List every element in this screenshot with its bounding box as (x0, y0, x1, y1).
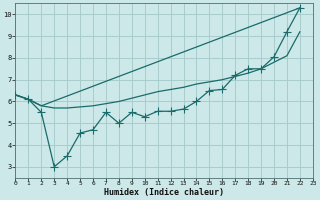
X-axis label: Humidex (Indice chaleur): Humidex (Indice chaleur) (104, 188, 224, 197)
